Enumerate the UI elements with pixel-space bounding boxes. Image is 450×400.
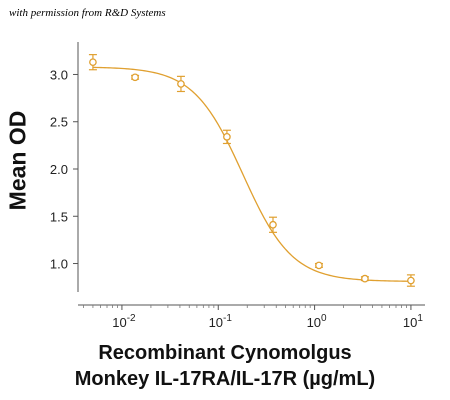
y-tick-label: 2.5 [50, 115, 68, 130]
data-point [268, 216, 277, 233]
x-tick-label: 10-2 [112, 313, 136, 330]
data-point [176, 75, 185, 93]
data-marker [131, 73, 139, 82]
data-point [131, 73, 140, 82]
fit-curve-layer [92, 66, 411, 282]
data-marker [177, 80, 185, 88]
chart-ticks: 1.0 1.5 2.0 2.5 3.0 10-2 10-1 100 101 [50, 67, 423, 330]
data-points-layer [88, 54, 415, 287]
fit-curve [92, 66, 411, 282]
x-tick-label: 10-1 [209, 313, 233, 330]
y-axis-title-wrap: Mean OD [3, 60, 33, 260]
x-tick-label: 101 [403, 313, 423, 330]
x-axis-title-line1: Recombinant Cynomolgus [98, 342, 352, 364]
y-tick-label: 1.5 [50, 209, 68, 224]
data-marker [89, 58, 97, 67]
data-marker [269, 220, 277, 229]
x-tick-label: 100 [307, 313, 327, 330]
data-point [88, 54, 97, 71]
y-tick-label: 2.0 [50, 162, 68, 177]
y-tick-label: 1.0 [50, 257, 68, 272]
x-axis-title-line2: Monkey IL-17RA/IL-17R (µg/mL) [74, 368, 376, 390]
data-point [360, 274, 369, 283]
y-axis-title: Mean OD [4, 110, 31, 210]
data-marker [361, 274, 369, 283]
permission-watermark: with permission from R&D Systems [9, 7, 166, 19]
data-point [222, 129, 231, 145]
data-marker [223, 133, 231, 141]
data-marker [407, 276, 415, 285]
data-point [406, 274, 415, 287]
data-marker [315, 261, 323, 270]
chart-axes [77, 42, 425, 306]
data-point [314, 261, 323, 270]
y-tick-label: 3.0 [50, 67, 68, 82]
